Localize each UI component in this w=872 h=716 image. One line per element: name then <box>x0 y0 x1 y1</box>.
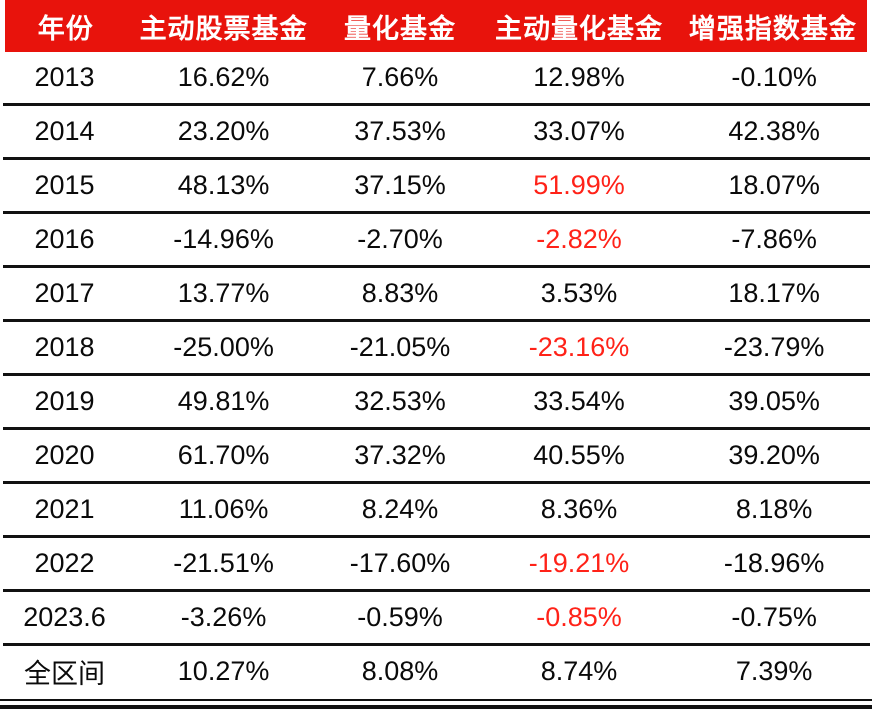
table-row: 2017 13.77% 8.83% 3.53% 18.17% <box>2 266 870 322</box>
year-cell: 2021 <box>2 482 127 538</box>
table-row: 2015 48.13% 37.15% 51.99% 18.07% <box>2 158 870 214</box>
value-cell: -0.10% <box>678 52 870 106</box>
value-cell: 13.77% <box>126 266 321 322</box>
value-cell: 18.17% <box>678 266 870 322</box>
year-cell: 2013 <box>2 52 127 106</box>
header-cell-year: 年份 <box>0 0 127 52</box>
value-cell: -2.82% <box>479 212 679 268</box>
table-row: 2016 -14.96% -2.70% -2.82% -7.86% <box>2 212 870 268</box>
value-cell: 16.62% <box>126 52 321 106</box>
value-cell: 8.36% <box>479 482 679 538</box>
value-cell: -0.75% <box>678 590 870 646</box>
table-header: 年份 主动股票基金 量化基金 主动量化基金 增强指数基金 <box>0 0 872 52</box>
year-cell: 2015 <box>2 158 127 214</box>
value-cell: -23.16% <box>479 320 679 376</box>
year-cell: 2019 <box>2 374 127 430</box>
bottom-rule-thin-line <box>0 699 872 701</box>
year-cell: 2022 <box>2 536 127 592</box>
value-cell: 8.08% <box>320 644 480 697</box>
header-row: 年份 主动股票基金 量化基金 主动量化基金 增强指数基金 <box>0 0 872 52</box>
value-cell: -18.96% <box>678 536 870 592</box>
value-cell: -3.26% <box>126 590 321 646</box>
bottom-rule-gap <box>0 701 872 705</box>
value-cell: -21.05% <box>320 320 480 376</box>
value-cell: -0.85% <box>479 590 679 646</box>
value-cell: 42.38% <box>678 104 870 160</box>
value-cell: 23.20% <box>126 104 321 160</box>
value-cell: 48.13% <box>126 158 321 214</box>
value-cell: 37.32% <box>320 428 480 484</box>
table-row: 2018 -25.00% -21.05% -23.16% -23.79% <box>2 320 870 376</box>
header-cell-quant-fund: 量化基金 <box>320 0 480 52</box>
value-cell: -25.00% <box>126 320 321 376</box>
value-cell: 10.27% <box>126 644 321 697</box>
value-cell: 8.18% <box>678 482 870 538</box>
value-cell: -17.60% <box>320 536 480 592</box>
value-cell: 33.07% <box>479 104 679 160</box>
value-cell: -0.59% <box>320 590 480 646</box>
table-bottom-rule <box>0 699 872 709</box>
value-cell: -2.70% <box>320 212 480 268</box>
value-cell: 33.54% <box>479 374 679 430</box>
value-cell: 12.98% <box>479 52 679 106</box>
value-cell: 39.05% <box>678 374 870 430</box>
value-cell: 39.20% <box>678 428 870 484</box>
year-cell: 2018 <box>2 320 127 376</box>
year-cell: 2020 <box>2 428 127 484</box>
table-row: 2013 16.62% 7.66% 12.98% -0.10% <box>2 52 870 106</box>
value-cell: 51.99% <box>479 158 679 214</box>
year-cell: 2014 <box>2 104 127 160</box>
value-cell: -14.96% <box>126 212 321 268</box>
header-cell-active-quant-fund: 主动量化基金 <box>479 0 679 52</box>
header-cell-enhanced-index-fund: 增强指数基金 <box>678 0 872 52</box>
table-row: 2020 61.70% 37.32% 40.55% 39.20% <box>2 428 870 484</box>
value-cell: 49.81% <box>126 374 321 430</box>
value-cell: -7.86% <box>678 212 870 268</box>
value-cell: -19.21% <box>479 536 679 592</box>
table-body: 2013 16.62% 7.66% 12.98% -0.10% 2014 23.20% 37.… <box>2 52 870 697</box>
table-row: 2014 23.20% 37.53% 33.07% 42.38% <box>2 104 870 160</box>
value-cell: 18.07% <box>678 158 870 214</box>
year-cell: 2016 <box>2 212 127 268</box>
value-cell: 37.15% <box>320 158 480 214</box>
year-cell: 2017 <box>2 266 127 322</box>
header-cell-active-stock-fund: 主动股票基金 <box>126 0 321 52</box>
year-cell: 2023.6 <box>2 590 127 646</box>
table-row: 2023.6 -3.26% -0.59% -0.85% -0.75% <box>2 590 870 646</box>
value-cell: 37.53% <box>320 104 480 160</box>
value-cell: 8.83% <box>320 266 480 322</box>
table-row: 2021 11.06% 8.24% 8.36% 8.18% <box>2 482 870 538</box>
bottom-rule-thick-line <box>0 705 872 709</box>
value-cell: 11.06% <box>126 482 321 538</box>
value-cell: 40.55% <box>479 428 679 484</box>
value-cell: 61.70% <box>126 428 321 484</box>
returns-table: 年份 主动股票基金 量化基金 主动量化基金 增强指数基金 2013 16.62% 7… <box>0 0 872 697</box>
table-row: 2019 49.81% 32.53% 33.54% 39.05% <box>2 374 870 430</box>
value-cell: 3.53% <box>479 266 679 322</box>
value-cell: 8.74% <box>479 644 679 697</box>
value-cell: 7.39% <box>678 644 870 697</box>
value-cell: 8.24% <box>320 482 480 538</box>
table-row: 全区间 10.27% 8.08% 8.74% 7.39% <box>2 644 870 697</box>
value-cell: 7.66% <box>320 52 480 106</box>
value-cell: -21.51% <box>126 536 321 592</box>
value-cell: -23.79% <box>678 320 870 376</box>
table-row: 2022 -21.51% -17.60% -19.21% -18.96% <box>2 536 870 592</box>
value-cell: 32.53% <box>320 374 480 430</box>
year-cell: 全区间 <box>2 644 127 697</box>
